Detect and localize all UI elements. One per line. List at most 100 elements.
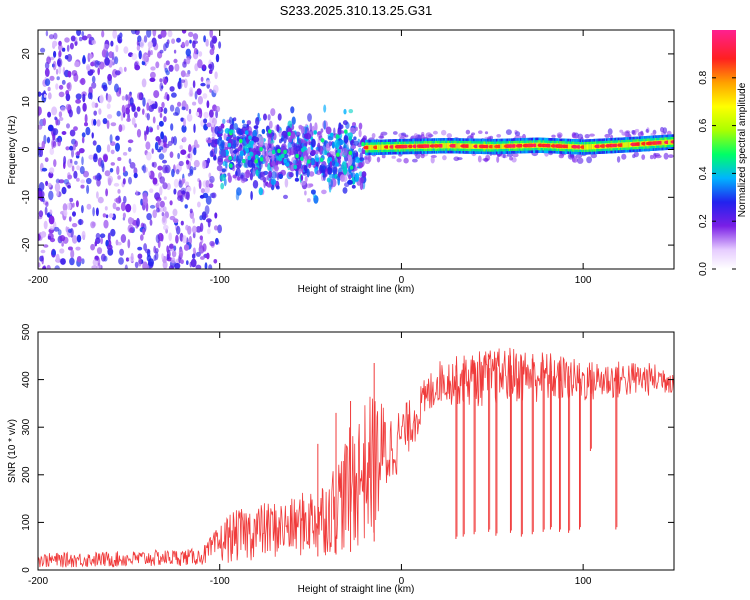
heatmap-cell (300, 156, 304, 161)
heatmap-cell (41, 167, 48, 172)
heatmap-cell (589, 133, 595, 137)
heatmap-cell (306, 168, 310, 178)
x-tick-label: 0 (399, 275, 405, 286)
heatmap-cell (78, 218, 82, 226)
heatmap-cell (258, 187, 263, 196)
heatmap-cell (146, 113, 150, 121)
heatmap-cell (169, 243, 174, 249)
colorbar: 0.0 0.2 0.4 0.6 0.8 Normalized spectral ampl… (698, 30, 748, 276)
heatmap-cell (320, 138, 325, 143)
heatmap-cell (105, 214, 109, 219)
heatmap-cell (116, 165, 120, 175)
heatmap-cell (65, 182, 71, 188)
heatmap-cell (202, 64, 206, 70)
heatmap-cell (142, 108, 145, 115)
heatmap-cell (314, 122, 318, 132)
heatmap-cell (87, 92, 92, 100)
heatmap-cell (149, 188, 154, 193)
heatmap-cell (173, 112, 179, 116)
heatmap-cell (169, 200, 173, 206)
heatmap-cell (255, 117, 260, 126)
heatmap-cell (40, 191, 45, 198)
heatmap-cell (192, 33, 199, 41)
heatmap-cell (104, 57, 110, 66)
heatmap-cell (208, 264, 213, 269)
heatmap-cell (71, 149, 74, 158)
heatmap-cell (352, 150, 359, 158)
heatmap-cell (294, 177, 299, 182)
heatmap-cell (232, 174, 237, 179)
heatmap-cell (255, 169, 259, 177)
colorbar-gradient (712, 30, 736, 269)
colorbar-tick-label: 0.4 (698, 166, 709, 180)
heatmap-cell (146, 102, 150, 111)
heatmap-cell (186, 186, 192, 192)
heatmap-cell (631, 130, 635, 135)
heatmap-cell (64, 37, 70, 43)
heatmap-cell (249, 151, 253, 156)
heatmap-cell (90, 61, 95, 67)
heatmap-cell (121, 95, 125, 101)
heatmap-cell (52, 140, 57, 148)
heatmap-cell (48, 34, 55, 40)
heatmap-cell (82, 93, 86, 103)
heatmap-cell (78, 36, 83, 42)
heatmap-cell (215, 237, 219, 245)
heatmap-cell (303, 165, 308, 172)
heatmap-cell (38, 233, 41, 241)
heatmap-cell (69, 42, 74, 50)
heatmap-cell (133, 167, 138, 175)
heatmap-cell (670, 140, 674, 144)
heatmap-cell (88, 40, 92, 45)
heatmap-cell (264, 161, 268, 168)
heatmap-cell (203, 118, 208, 124)
heatmap-cell (46, 136, 51, 144)
heatmap-cell (181, 178, 185, 185)
heatmap-cell (211, 133, 216, 137)
heatmap-cell (341, 161, 348, 172)
heatmap-cell (244, 130, 249, 135)
heatmap-cell (82, 56, 86, 65)
heatmap-cell (51, 106, 58, 116)
heatmap-cell (76, 30, 82, 36)
heatmap-cell (309, 122, 313, 132)
heatmap-cell (334, 139, 340, 148)
heatmap-cell (175, 234, 179, 244)
heatmap-cell (145, 141, 151, 150)
heatmap-cell (49, 237, 56, 243)
heatmap-cell (67, 174, 73, 180)
heatmap-cell (117, 36, 123, 44)
heatmap-cell (211, 122, 215, 128)
heatmap-cell (237, 176, 241, 181)
heatmap-cell (396, 158, 402, 163)
heatmap-cell (127, 147, 132, 152)
heatmap-cell (75, 99, 81, 104)
heatmap-cell (98, 108, 102, 115)
heatmap-cell (319, 157, 324, 162)
heatmap-cell (203, 35, 207, 43)
heatmap-cell (159, 78, 163, 83)
heatmap-cell (95, 232, 101, 240)
heatmap-cell (114, 70, 121, 76)
heatmap-cell (332, 166, 338, 174)
heatmap-cell (91, 82, 97, 89)
heatmap-cell (237, 146, 242, 152)
heatmap-cell (165, 70, 170, 76)
heatmap-cell (202, 93, 208, 99)
heatmap-cell (355, 126, 358, 132)
heatmap-cell (95, 174, 98, 181)
heatmap-cell (159, 82, 164, 92)
heatmap-cell (147, 41, 153, 49)
heatmap-cell (239, 150, 244, 157)
heatmap-cell (176, 225, 181, 235)
heatmap-cell (81, 132, 86, 138)
heatmap-cell (102, 84, 108, 92)
heatmap-cell (209, 240, 215, 247)
snr-ylabel: SNR (10 * v/v) (7, 419, 18, 483)
heatmap-cell (217, 224, 223, 234)
heatmap-cell (200, 188, 205, 194)
heatmap-cell (189, 208, 193, 214)
heatmap-cell (228, 116, 233, 125)
heatmap-cell (114, 83, 119, 93)
heatmap-cell (420, 153, 425, 159)
